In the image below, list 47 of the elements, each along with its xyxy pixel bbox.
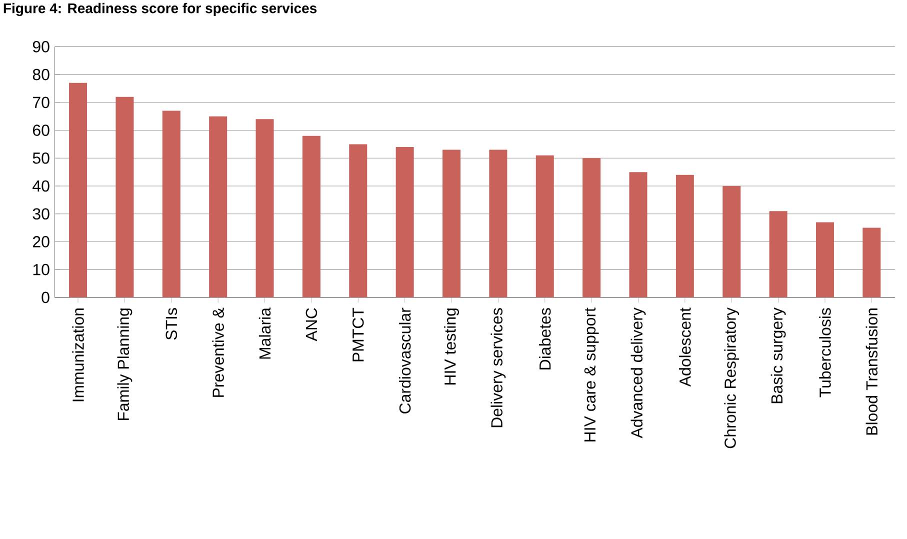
x-tick-label: Blood Transfusion [866, 308, 878, 435]
x-tick-label: Immunization [72, 308, 84, 402]
bar [582, 158, 601, 298]
bar [302, 136, 320, 298]
x-tick-label: ANC [306, 308, 318, 342]
x-tick-label: PMTCT [352, 308, 364, 362]
x-tick-label: Diabetes [539, 308, 551, 370]
x-tick-label: Basic surgery [770, 308, 786, 404]
bar [69, 82, 88, 298]
chart-title: Figure 4: Readiness score for specific services [4, 2, 317, 16]
y-tick-label: 50 [32, 152, 50, 164]
y-tick-label: 40 [32, 180, 50, 192]
y-tick-label: 10 [33, 264, 50, 276]
bar [769, 211, 788, 298]
y-tick-label: 90 [32, 41, 50, 52]
bar [442, 150, 461, 298]
y-tick-label: 0 [42, 292, 50, 304]
x-tick-label: Chronic Respiratory [724, 308, 740, 448]
x-tick-label: Cardiovascular [398, 308, 411, 414]
bar [116, 96, 134, 298]
y-tick-label: 70 [32, 96, 50, 108]
x-tick-label: Preventive & [212, 308, 224, 397]
bar [676, 174, 694, 298]
bar [396, 147, 414, 298]
x-tick-label: Adolescent [679, 308, 691, 387]
bar [209, 116, 228, 298]
bar [162, 110, 180, 298]
x-tick-label: STIs [166, 308, 178, 340]
bar [489, 150, 508, 298]
bar [629, 172, 648, 298]
x-tick-label: Malaria [258, 308, 271, 359]
bar [722, 186, 741, 298]
bar [536, 155, 554, 298]
y-tick-label: 20 [32, 236, 50, 248]
y-tick-label: 80 [32, 68, 50, 80]
x-tick-label: HIV care & support [584, 308, 599, 442]
x-tick-label: Advanced delivery [630, 308, 646, 438]
x-tick-label: HIV testing [444, 308, 459, 385]
bar [816, 222, 834, 298]
bar [862, 228, 881, 298]
bar [349, 144, 368, 298]
x-tick-label: Family Planning [117, 308, 132, 420]
x-tick-label: Delivery services [490, 308, 506, 428]
y-tick-label: 30 [32, 208, 50, 220]
bar [256, 119, 274, 298]
x-tick-label: Tuberculosis [819, 308, 831, 398]
y-tick-label: 60 [32, 124, 50, 136]
